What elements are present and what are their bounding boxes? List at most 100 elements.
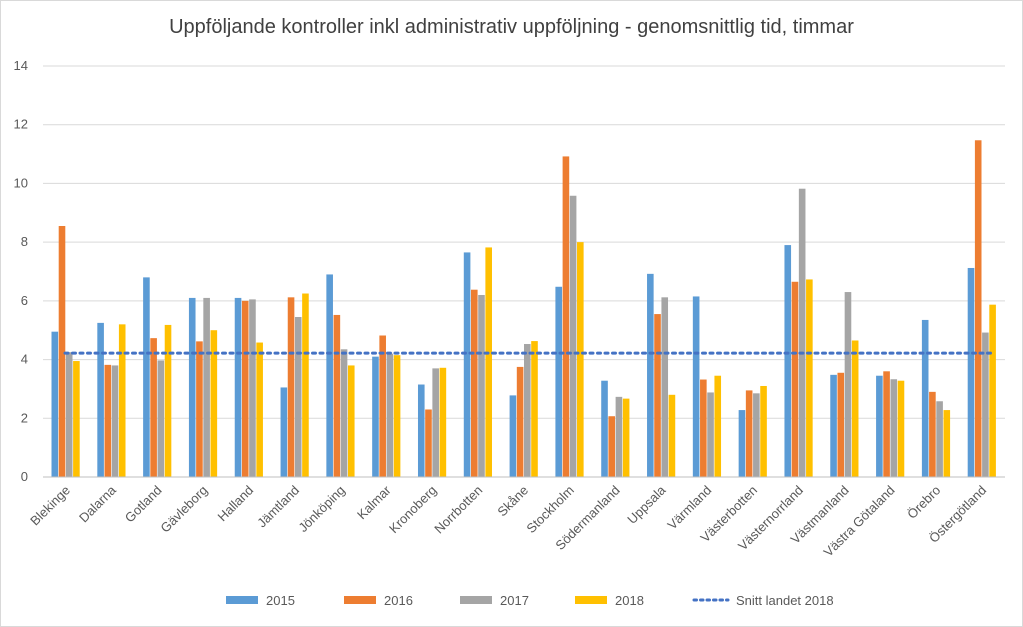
bar-2017 bbox=[982, 332, 989, 477]
bar-2017 bbox=[844, 292, 852, 477]
bar-2016 bbox=[700, 379, 707, 477]
x-tick-label: Blekinge bbox=[27, 483, 73, 529]
bar-2018 bbox=[760, 385, 767, 477]
bar-2018 bbox=[714, 375, 722, 477]
bar-2016 bbox=[974, 140, 982, 477]
legend-label: 2015 bbox=[266, 593, 295, 608]
bar-2016 bbox=[562, 156, 570, 478]
bar-2018 bbox=[851, 340, 859, 477]
x-tick-label: Jämtland bbox=[254, 483, 302, 531]
legend-swatch bbox=[575, 596, 607, 604]
bar-2015 bbox=[280, 387, 288, 477]
x-tick-label: Kalmar bbox=[354, 482, 394, 522]
bar-2015 bbox=[738, 410, 746, 477]
bar-2016 bbox=[287, 297, 295, 477]
bar-2018 bbox=[806, 279, 813, 477]
bar-2018 bbox=[164, 324, 172, 477]
bar-2018 bbox=[347, 365, 355, 477]
bar-2015 bbox=[326, 274, 333, 477]
bar-2018 bbox=[393, 355, 401, 477]
bar-2017 bbox=[569, 195, 577, 477]
bar-2016 bbox=[608, 416, 616, 477]
bar-2017 bbox=[294, 317, 302, 477]
bar-2017 bbox=[111, 365, 119, 477]
bar-2018 bbox=[622, 398, 630, 477]
bar-2015 bbox=[647, 273, 654, 477]
x-tick-label: Kronoberg bbox=[386, 483, 440, 537]
legend-label: 2018 bbox=[615, 593, 644, 608]
bar-2015 bbox=[601, 380, 608, 477]
bar-2017 bbox=[478, 294, 485, 477]
bar-2017 bbox=[386, 353, 394, 477]
chart-title: Uppföljande kontroller inkl administrati… bbox=[169, 16, 854, 38]
bar-2015 bbox=[463, 252, 471, 477]
bar-2017 bbox=[524, 344, 531, 477]
bar-2018 bbox=[943, 410, 951, 477]
bar-2015 bbox=[555, 286, 563, 477]
bar-2015 bbox=[97, 322, 104, 478]
bar-2015 bbox=[784, 245, 792, 477]
bar-2018 bbox=[118, 324, 126, 477]
x-tick-label: Norrbotten bbox=[431, 483, 485, 537]
bar-2018 bbox=[485, 247, 492, 477]
bar-2017 bbox=[615, 396, 623, 477]
bar-2018 bbox=[577, 242, 584, 477]
bar-2015 bbox=[51, 331, 59, 477]
legend-swatch bbox=[460, 596, 492, 604]
x-tick-label: Gotland bbox=[122, 483, 165, 526]
bar-2017 bbox=[65, 352, 73, 477]
bar-2017 bbox=[340, 349, 348, 477]
x-tick-label: Jönköping bbox=[295, 483, 348, 536]
bar-2016 bbox=[791, 281, 799, 477]
y-tick-label: 4 bbox=[21, 352, 28, 367]
bar-2016 bbox=[745, 390, 753, 477]
bar-2017 bbox=[157, 360, 165, 477]
bar-2015 bbox=[372, 356, 379, 477]
bar-2017 bbox=[249, 299, 256, 477]
bar-2015 bbox=[417, 384, 425, 477]
y-tick-label: 8 bbox=[21, 234, 28, 249]
y-tick-label: 2 bbox=[21, 410, 28, 425]
bar-2015 bbox=[234, 297, 242, 477]
bar-2017 bbox=[707, 392, 714, 477]
bar-2017 bbox=[432, 368, 439, 477]
legend-label: Snitt landet 2018 bbox=[736, 593, 834, 608]
bar-2017 bbox=[203, 297, 210, 477]
bar-2017 bbox=[890, 379, 898, 477]
bar-2018 bbox=[989, 304, 996, 477]
bar-2017 bbox=[753, 393, 760, 477]
bar-2018 bbox=[439, 367, 447, 477]
bar-2016 bbox=[379, 335, 386, 477]
x-tick-label: Skåne bbox=[494, 483, 531, 520]
y-tick-label: 14 bbox=[14, 58, 28, 73]
bar-2018 bbox=[668, 394, 676, 477]
bar-2016 bbox=[837, 372, 845, 477]
x-tick-label: Halland bbox=[214, 483, 256, 525]
bar-2018 bbox=[73, 361, 80, 477]
bar-2017 bbox=[936, 401, 943, 477]
bar-2018 bbox=[897, 380, 905, 477]
bar-2015 bbox=[509, 395, 517, 477]
bar-2016 bbox=[516, 366, 524, 477]
y-tick-label: 10 bbox=[14, 175, 28, 190]
legend-swatch bbox=[226, 596, 258, 604]
bar-2017 bbox=[661, 297, 669, 477]
bar-2015 bbox=[967, 267, 975, 477]
bar-2017 bbox=[798, 188, 806, 477]
legend-label: 2017 bbox=[500, 593, 529, 608]
bar-2016 bbox=[104, 364, 112, 477]
bar-2018 bbox=[302, 293, 309, 477]
bar-2016 bbox=[333, 314, 341, 477]
bar-2018 bbox=[256, 342, 263, 477]
bar-2016 bbox=[470, 289, 478, 477]
x-tick-label: Uppsala bbox=[624, 482, 669, 527]
bar-2016 bbox=[196, 341, 203, 477]
bar-2016 bbox=[883, 371, 890, 477]
bar-2015 bbox=[830, 374, 837, 477]
x-tick-label: Dalarna bbox=[76, 482, 119, 525]
bar-2016 bbox=[150, 338, 157, 477]
bar-2016 bbox=[241, 300, 249, 477]
bar-2015 bbox=[143, 277, 150, 477]
